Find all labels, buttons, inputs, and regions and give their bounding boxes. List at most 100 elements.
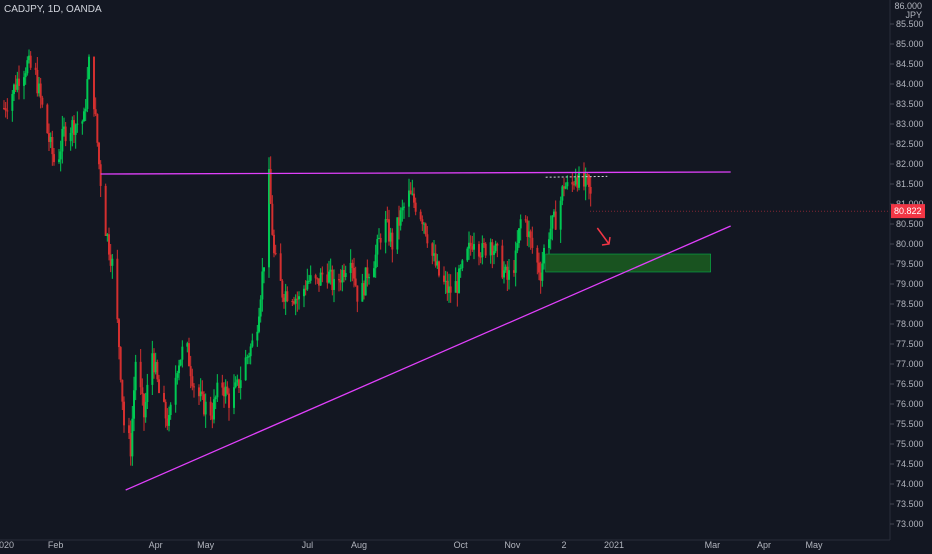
candle-body <box>23 77 25 86</box>
candle-body <box>226 386 229 394</box>
resistance-trendline <box>100 171 731 175</box>
candle-body <box>224 386 227 397</box>
candle-body <box>69 132 72 142</box>
candle-body <box>99 164 102 186</box>
candle-body <box>41 97 44 105</box>
y-tick-label: 78.000 <box>896 319 924 329</box>
candle-body <box>573 184 575 186</box>
candle-body <box>496 243 499 246</box>
candle-body <box>269 169 272 204</box>
candle-body <box>49 136 52 142</box>
candle-body <box>143 394 145 418</box>
candle-body <box>258 316 260 332</box>
candle-body <box>163 392 165 402</box>
candle-body <box>118 319 120 348</box>
candle-body <box>204 401 207 415</box>
y-tick-label: 84.000 <box>896 79 924 89</box>
x-tick-label: Apr <box>149 540 163 550</box>
candle-body <box>61 128 64 152</box>
candle-body <box>51 136 54 155</box>
candle-body <box>221 382 224 388</box>
candle-body <box>96 114 99 143</box>
candle-body <box>333 279 335 290</box>
candle-body <box>413 193 415 203</box>
y-tick-label: 80.000 <box>896 239 924 249</box>
candle-body <box>38 83 40 94</box>
candle-body <box>378 237 380 239</box>
candle-body <box>3 108 5 109</box>
candle-body <box>236 379 239 383</box>
candle-body <box>24 73 27 78</box>
support-trendline <box>125 225 731 491</box>
candle-body <box>316 278 319 280</box>
y-tick-label: 74.000 <box>896 479 924 489</box>
price-tag-label: 80.822 <box>894 206 922 216</box>
candle-body <box>548 239 550 248</box>
candle-body <box>211 415 214 420</box>
candle-body <box>179 359 182 366</box>
candle-body <box>134 361 137 391</box>
candle-body <box>391 232 394 250</box>
y-tick-label: 77.500 <box>896 339 924 349</box>
candle-body <box>353 267 355 279</box>
candle-body <box>146 384 149 402</box>
candle-body <box>538 262 540 273</box>
candle-body <box>398 217 400 226</box>
candle-body <box>588 174 590 187</box>
candle-body <box>491 242 494 255</box>
candle-body <box>71 120 74 133</box>
x-tick-label: Mar <box>705 540 721 550</box>
candle-body <box>343 270 345 277</box>
x-tick-label: Aug <box>351 540 367 550</box>
candle-body <box>263 267 265 272</box>
candle-body <box>216 382 219 398</box>
candle-body <box>59 151 62 160</box>
candle-body <box>448 286 450 293</box>
projection-arrow-head <box>601 236 611 246</box>
candle-body <box>309 275 312 281</box>
candle-body <box>18 78 20 86</box>
candle-body <box>409 190 412 194</box>
candle-body <box>574 177 577 185</box>
candle-body <box>384 219 387 243</box>
candle-body <box>293 301 295 304</box>
candle-body <box>539 272 542 281</box>
x-tick-label: 2020 <box>0 540 14 550</box>
x-tick-label: Jul <box>302 540 314 550</box>
candle-body <box>314 275 317 279</box>
candle-body <box>503 270 505 278</box>
candle-body <box>454 281 457 293</box>
x-tick-label: Feb <box>48 540 64 550</box>
candle-body <box>84 108 87 112</box>
candle-body <box>478 244 480 257</box>
candle-body <box>139 361 142 388</box>
candle-body <box>364 267 367 296</box>
candle-body <box>356 285 359 302</box>
candle-body <box>191 376 194 387</box>
candle-body <box>121 379 124 402</box>
candle-body <box>296 298 299 300</box>
candle-body <box>256 331 259 341</box>
y-tick-label: 73.000 <box>896 519 924 529</box>
candle-body <box>479 256 482 258</box>
candle-body <box>129 433 132 457</box>
candle-body <box>586 174 589 176</box>
candle-body <box>29 55 32 68</box>
y-tick-label: 74.500 <box>896 459 924 469</box>
candle-body <box>26 60 29 74</box>
candle-body <box>351 262 354 268</box>
candle-body <box>174 377 177 405</box>
candle-body <box>48 133 50 142</box>
candle-body <box>303 288 305 297</box>
candle-body <box>64 126 67 142</box>
candle-body <box>423 223 425 225</box>
candle-body <box>153 353 155 373</box>
candle-body <box>518 228 520 244</box>
y-tick-label: 83.500 <box>896 99 924 109</box>
candle-body <box>396 217 399 250</box>
candle-body <box>408 190 410 207</box>
demand-zone <box>545 253 711 273</box>
candle-body <box>223 387 225 397</box>
